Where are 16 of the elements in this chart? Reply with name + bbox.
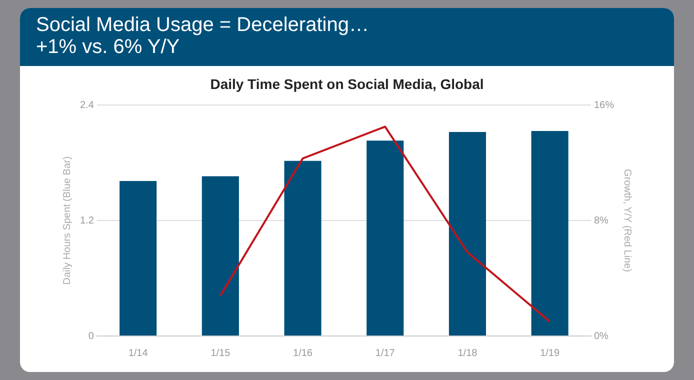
- x-tick-label: 1/19: [540, 348, 560, 359]
- y-axis-title: Daily Hours Spent (Blue Bar): [62, 156, 73, 285]
- y2-tick-label: 8%: [594, 215, 609, 226]
- y2-axis-title: Growth, Y/Y (Red Line): [621, 168, 632, 272]
- y-tick-label: 2.4: [80, 100, 94, 111]
- x-tick-label: 1/16: [293, 348, 313, 359]
- y-tick-label: 1.2: [80, 215, 94, 226]
- x-tick-label: 1/18: [458, 348, 478, 359]
- chart-title: Social Media Usage = Decelerating… +1% vs. 6% Y/Y: [20, 8, 674, 66]
- y2-tick-label: 0%: [594, 330, 609, 342]
- chart-subtitle: Daily Time Spent on Social Media, Global: [209, 76, 485, 92]
- x-tick-label: 1/15: [210, 348, 231, 359]
- y2-tick-label: 16%: [594, 100, 614, 111]
- y-tick-label: 0: [88, 330, 94, 342]
- x-tick-label: 1/14: [128, 348, 148, 359]
- x-tick-label: 1/17: [375, 348, 396, 359]
